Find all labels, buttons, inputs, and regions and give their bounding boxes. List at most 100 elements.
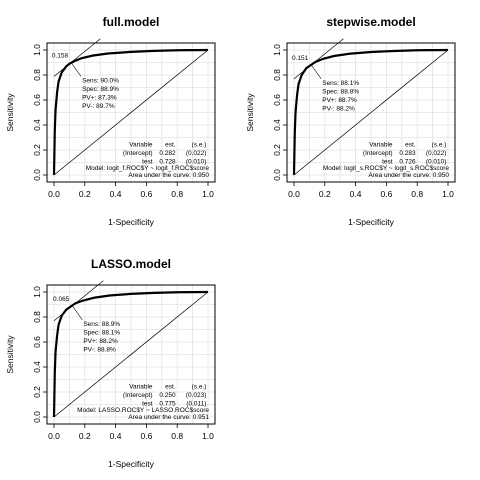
y-tick-label: 1.0: [32, 44, 42, 56]
y-axis-label: Sensitivity: [5, 93, 15, 132]
y-tick-label: 0.4: [32, 361, 42, 373]
x-tick-label: 0.8: [171, 189, 183, 199]
cutoff-stat: Sens: 88.1%: [322, 80, 359, 87]
y-axis-label: Sensitivity: [5, 335, 15, 374]
table-header-cell: (s.e.): [192, 383, 207, 390]
table-header-cell: est.: [165, 141, 176, 148]
table-header-cell: est.: [405, 141, 416, 148]
y-tick-label: 0.2: [272, 144, 282, 156]
cutoff-stat: PV+: 87.3%: [82, 95, 117, 102]
table-cell: 0.775: [159, 400, 176, 407]
y-tick-label: 0.0: [272, 169, 282, 181]
diagonal-reference-line: [293, 49, 449, 176]
x-tick-label: 0.0: [48, 189, 60, 199]
x-tick-label: 1.0: [202, 431, 214, 441]
chart-title: full.model: [103, 15, 160, 29]
diagonal-reference-line: [53, 49, 209, 176]
table-cell: test: [142, 158, 153, 165]
y-tick-label: 0.0: [32, 169, 42, 181]
cutoff-label: 0.151: [292, 55, 309, 62]
model-formula: Model: logit_f.ROC$Y ~ logit_f.ROC$score: [86, 165, 210, 172]
y-tick-label: 0.2: [32, 386, 42, 398]
table-cell: test: [382, 158, 393, 165]
table-cell: 0.250: [159, 392, 176, 399]
x-tick-label: 0.8: [411, 189, 423, 199]
x-tick-label: 0.2: [79, 189, 91, 199]
auc-text: Area under the curve: 0.950: [128, 172, 209, 179]
cutoff-stat: PV+: 88.2%: [83, 338, 118, 345]
y-tick-label: 0.0: [32, 411, 42, 423]
cutoff-pointer: [311, 64, 322, 80]
table-cell: 0.728: [159, 158, 176, 165]
plot-frame: [46, 284, 216, 425]
table-cell: 0.726: [399, 158, 416, 165]
table-cell: (0.011): [186, 400, 206, 407]
auc-text: Area under the curve: 0.951: [128, 414, 209, 421]
table-cell: 0.283: [399, 150, 416, 157]
y-tick-label: 0.4: [272, 119, 282, 131]
table-cell: (0.022): [426, 150, 447, 157]
x-axis-label: 1-Specificity: [108, 217, 155, 227]
x-tick-label: 0.2: [319, 189, 331, 199]
y-axis-label: Sensitivity: [245, 93, 255, 132]
x-tick-label: 0.6: [380, 189, 392, 199]
table-header-cell: est.: [165, 383, 176, 390]
model-formula: Model: logit_s.ROC$Y ~ logit_s.ROC$score: [323, 165, 450, 172]
roc-panel-1: 0.158 Sens: 90.0%Spec: 88.9% PV+: 87.3%PV-…: [5, 15, 216, 227]
x-axis-label: 1-Specificity: [108, 459, 155, 469]
x-tick-label: 0.6: [140, 189, 152, 199]
roc-curve: [52, 48, 209, 176]
table-header-cell: (s.e.): [192, 141, 207, 148]
x-tick-label: 0.2: [79, 431, 91, 441]
cutoff-tangent-line: [53, 38, 101, 77]
x-tick-label: 1.0: [442, 189, 454, 199]
cutoff-stat: PV-: 88.8%: [83, 346, 116, 353]
y-tick-label: 1.0: [272, 44, 282, 56]
y-tick-label: 0.2: [32, 144, 42, 156]
y-tick-label: 0.6: [32, 94, 42, 106]
cutoff-stat: PV-: 88.2%: [322, 105, 355, 112]
cutoff-tangent-line: [53, 280, 104, 322]
table-cell: 0.282: [159, 150, 176, 157]
cutoff-pointer: [70, 62, 82, 77]
chart-title: stepwise.model: [326, 15, 415, 29]
plot-frame: [46, 42, 216, 183]
y-tick-label: 1.0: [32, 286, 42, 298]
table-cell: (0.010): [426, 158, 447, 165]
y-tick-label: 0.4: [32, 119, 42, 131]
y-tick-label: 0.8: [32, 311, 42, 323]
table-header-cell: Variable: [129, 383, 153, 390]
model-formula: Model: LASSO.ROC$Y ~ LASSO.ROC$score: [77, 407, 209, 414]
cutoff-label: 0.065: [53, 296, 70, 303]
table-header-cell: (s.e.): [432, 141, 447, 148]
y-tick-label: 0.6: [32, 336, 42, 348]
roc-panel-3: 0.065 Sens: 88.9%Spec: 88.1% PV+: 88.2%PV-…: [5, 257, 216, 469]
table-cell: (Intercept): [363, 150, 393, 157]
y-tick-label: 0.8: [32, 69, 42, 81]
x-axis-label: 1-Specificity: [348, 217, 395, 227]
cutoff-pointer: [72, 305, 83, 321]
x-tick-label: 0.0: [48, 431, 60, 441]
cutoff-stat: Spec: 88.1%: [83, 329, 120, 336]
y-tick-label: 0.6: [272, 94, 282, 106]
cutoff-tangent-line: [293, 38, 344, 80]
table-header-cell: Variable: [129, 141, 153, 148]
table-cell: (Intercept): [123, 392, 153, 399]
auc-text: Area under the curve: 0.950: [368, 172, 449, 179]
x-tick-label: 0.4: [110, 431, 122, 441]
cutoff-stat: Sens: 88.9%: [83, 321, 120, 328]
y-tick-label: 0.8: [272, 69, 282, 81]
cutoff-label: 0.158: [52, 53, 69, 60]
roc-panel-2: 0.151 Sens: 88.1%Spec: 88.8% PV+: 88.7%PV-…: [245, 15, 456, 227]
table-cell: test: [142, 400, 153, 407]
chart-title: LASSO.model: [91, 257, 171, 271]
cutoff-stat: Spec: 88.8%: [322, 88, 359, 95]
table-cell: (Intercept): [123, 150, 153, 157]
cutoff-stat: Spec: 88.9%: [82, 86, 119, 93]
cutoff-stat: PV+: 88.7%: [322, 97, 357, 104]
x-tick-label: 1.0: [202, 189, 214, 199]
x-tick-label: 0.0: [288, 189, 300, 199]
x-tick-label: 0.4: [110, 189, 122, 199]
cutoff-stat: PV-: 89.7%: [82, 103, 115, 110]
